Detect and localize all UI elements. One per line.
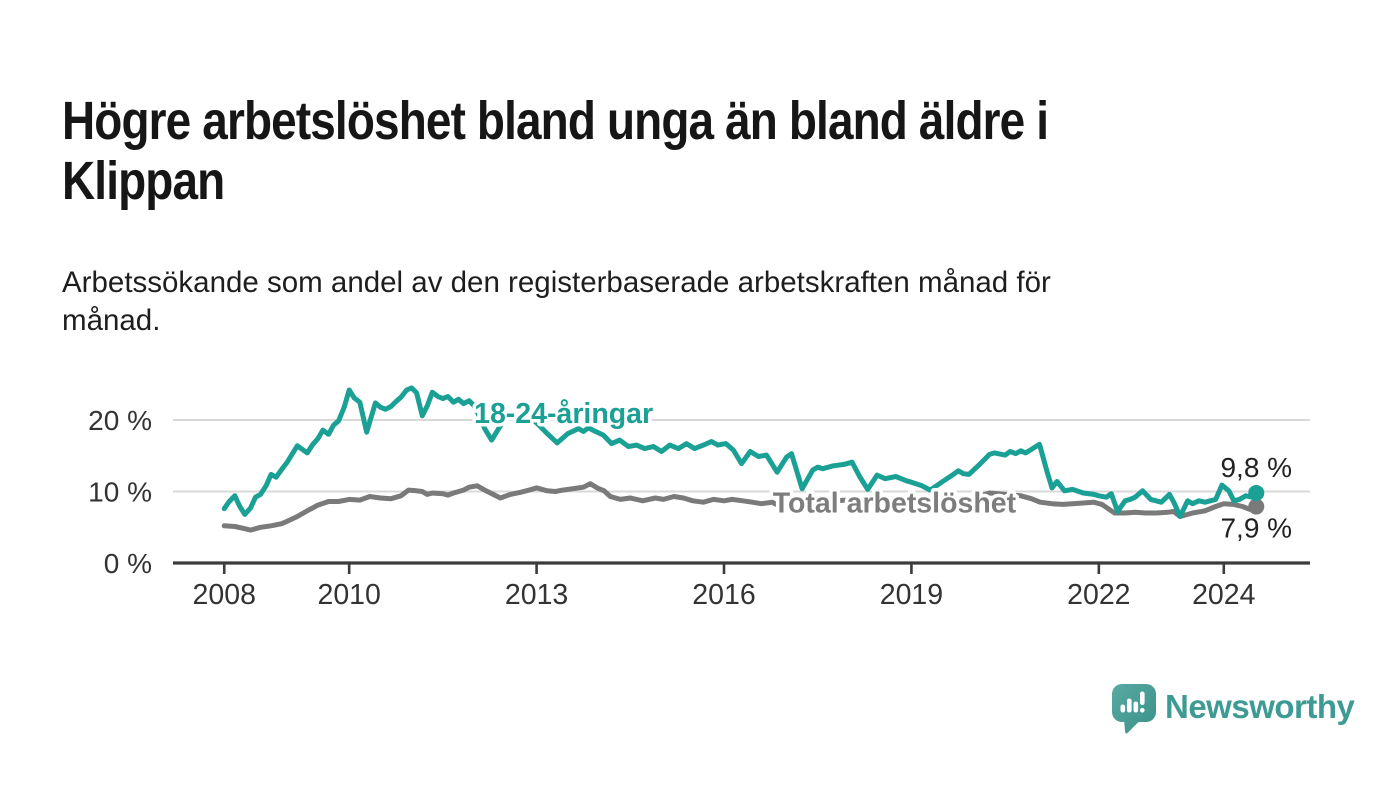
- y-tick-label: 0 %: [104, 548, 152, 579]
- series-end-value-youth: 9,8 %: [1220, 452, 1292, 483]
- newsworthy-logo-icon: [1112, 684, 1156, 734]
- x-tick-label: 2010: [317, 579, 380, 611]
- x-tick-label: 2016: [692, 579, 755, 611]
- x-tick-label: 2019: [880, 579, 943, 611]
- series-label-youth: 18-24-åringar: [474, 398, 653, 430]
- series-end-value-total: 7,9 %: [1220, 513, 1292, 544]
- page-title: Högre arbetslöshet bland unga än bland ä…: [62, 91, 1049, 211]
- x-tick-label: 2013: [505, 579, 568, 611]
- y-tick-label: 20 %: [88, 405, 152, 436]
- brand-footer: Newsworthy: [1112, 684, 1355, 736]
- series-line-total: [221, 481, 1259, 533]
- bar-chart-icon: [1120, 691, 1145, 713]
- page-subtitle: Arbetssökande som andel av den registerb…: [62, 265, 1051, 338]
- unemployment-line-chart: 0 % 10 % 20 % 2008 2010 2013 2016 2019 2022 2024 T…: [88, 385, 1310, 611]
- series-label-total: Total arbetslöshet: [773, 488, 1017, 520]
- x-tick-label: 2022: [1067, 579, 1130, 611]
- series-end-dot-youth: [1248, 484, 1265, 501]
- x-tick-label: 2008: [193, 579, 256, 611]
- y-tick-label: 10 %: [88, 477, 152, 508]
- series-line-youth: [221, 385, 1259, 519]
- brand-name: Newsworthy: [1165, 688, 1355, 725]
- series-end-dot-total: [1248, 498, 1265, 515]
- x-tick-label: 2024: [1192, 579, 1256, 611]
